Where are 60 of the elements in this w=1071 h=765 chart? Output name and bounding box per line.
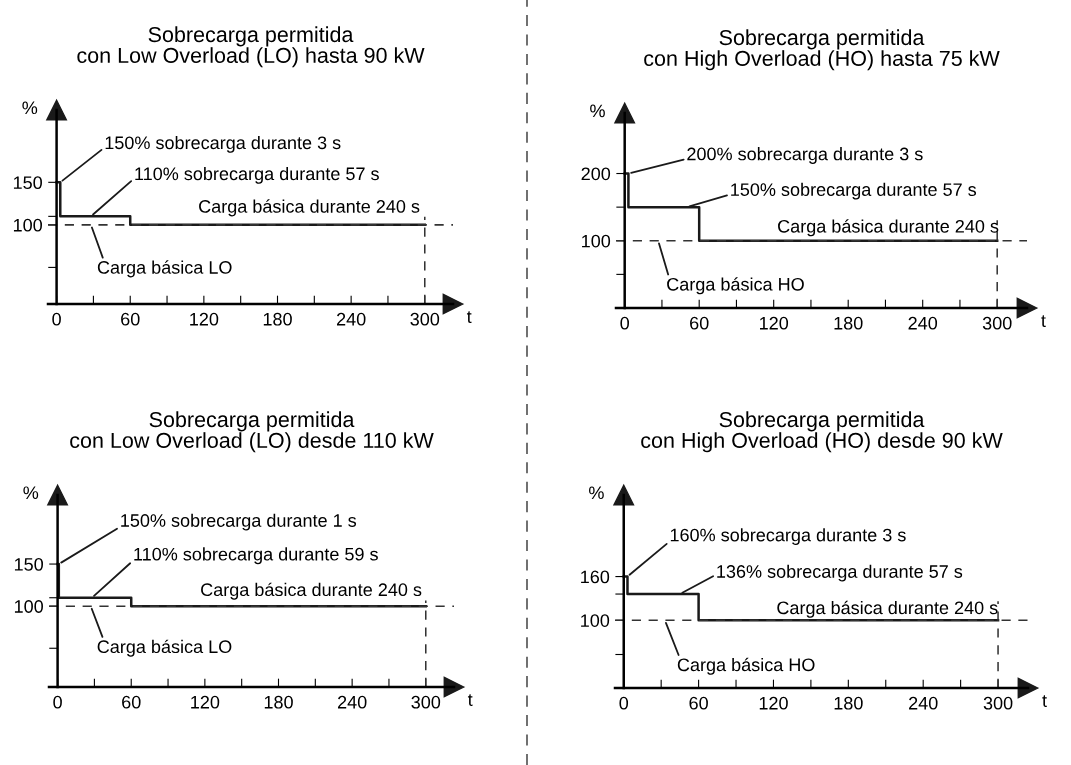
- x-tick-label: 180: [264, 695, 293, 709]
- x-tick-label: 120: [191, 695, 220, 709]
- y-axis-title: %: [22, 101, 38, 115]
- x-tick-label: 240: [337, 695, 367, 709]
- annotation: 136% sobrecarga durante 57 s: [717, 564, 963, 582]
- x-tick-label: 0: [52, 312, 61, 326]
- x-tick-label: 0: [53, 695, 62, 709]
- annotation: Carga básica durante 240 s: [778, 219, 999, 237]
- annotation: Carga básica LO: [97, 639, 232, 657]
- y-axis-title: %: [590, 104, 605, 118]
- annotation: Carga básica durante 240 s: [201, 582, 422, 600]
- x-axis-title: t: [1042, 695, 1047, 708]
- y-tick-label: 150: [14, 557, 43, 571]
- x-axis-title: t: [1041, 315, 1046, 328]
- chart-title: Sobrecarga permitida con High Overload (HO) hasta 75 kW: [644, 29, 1000, 71]
- x-tick-label: 180: [834, 316, 863, 330]
- x-axis-title: t: [466, 311, 472, 324]
- x-tick-label: 240: [336, 312, 366, 326]
- x-tick-label: 240: [909, 696, 938, 710]
- x-axis-title: t: [467, 694, 473, 706]
- annotation: 160% sobrecarga durante 3 s: [670, 528, 906, 545]
- y-tick-label: 100: [14, 600, 43, 613]
- y-tick-label: 100: [581, 614, 610, 627]
- y-axis-title: %: [589, 486, 604, 500]
- x-tick-label: 0: [620, 316, 630, 330]
- chart-title: Sobrecarga permitida con Low Overload (LO) hasta 90 kW: [77, 26, 425, 68]
- x-tick-label: 60: [122, 695, 141, 709]
- annotation: 110% sobrecarga durante 59 s: [134, 547, 378, 565]
- annotation: 110% sobrecarga durante 57 s: [135, 166, 379, 184]
- y-tick-label: 200: [581, 167, 611, 181]
- x-tick-label: 180: [263, 312, 292, 326]
- x-tick-label: 300: [410, 312, 440, 326]
- x-tick-label: 240: [908, 316, 938, 330]
- x-tick-label: 60: [121, 312, 140, 326]
- y-tick-label: 100: [13, 218, 42, 232]
- x-tick-label: 300: [982, 316, 1012, 330]
- annotation: Carga básica LO: [97, 260, 232, 278]
- annotation: 200% sobrecarga durante 3 s: [687, 147, 923, 164]
- chart-title: Sobrecarga permitida con Low Overload (LO) desde 110 kW: [70, 411, 434, 453]
- annotation: 150% sobrecarga durante 3 s: [105, 135, 341, 153]
- annotation: 150% sobrecarga durante 57 s: [731, 182, 977, 200]
- x-tick-label: 120: [190, 312, 219, 326]
- y-tick-label: 100: [582, 234, 611, 248]
- annotation: 150% sobrecarga durante 1 s: [121, 513, 357, 531]
- y-tick-label: 160: [581, 570, 610, 584]
- annotation: Carga básica durante 240 s: [199, 199, 420, 217]
- x-tick-label: 0: [619, 696, 629, 710]
- x-tick-label: 180: [834, 696, 863, 710]
- annotation: Carga básica HO: [677, 657, 815, 675]
- annotation: Carga básica HO: [667, 277, 804, 295]
- y-tick-label: 150: [13, 176, 42, 190]
- x-tick-label: 120: [759, 696, 788, 710]
- x-tick-label: 60: [689, 696, 708, 710]
- x-tick-label: 120: [760, 316, 789, 330]
- annotation: Carga básica durante 240 s: [777, 600, 998, 618]
- x-tick-label: 300: [983, 696, 1013, 710]
- x-tick-label: 60: [690, 316, 709, 330]
- y-axis-title: %: [23, 486, 39, 500]
- x-tick-label: 300: [411, 695, 441, 709]
- chart-title: Sobrecarga permitida con High Overload (HO) desde 90 kW: [641, 411, 1003, 453]
